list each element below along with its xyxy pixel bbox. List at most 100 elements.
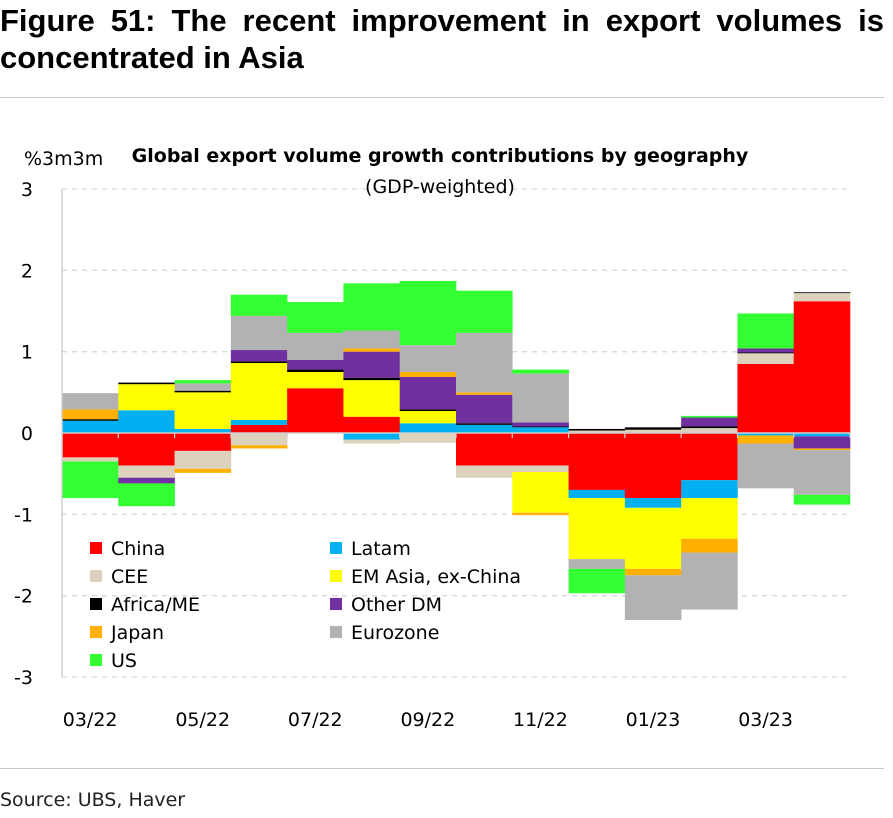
legend-label: EM Asia, ex-China	[351, 566, 521, 588]
bar-segment-other-dm	[456, 394, 513, 424]
bar-segment-cee	[681, 428, 738, 433]
bar-segment-africa-me	[456, 423, 513, 425]
bar-segment-us	[174, 380, 232, 384]
bar-segment-latam	[624, 498, 682, 508]
bar-segment-japan	[343, 348, 401, 352]
legend-label: Latam	[351, 538, 411, 560]
bar-segment-other-dm	[737, 348, 795, 353]
bar-segment-eurozone	[681, 552, 738, 610]
bar-segment-china	[568, 433, 626, 490]
bar-segment-us	[118, 483, 175, 507]
bar-segment-us	[62, 461, 119, 499]
legend-swatch	[330, 542, 342, 554]
bar-segment-africa-me	[230, 361, 288, 364]
bar-segment-eurozone	[624, 575, 682, 621]
bar-segment-eurozone	[62, 393, 119, 410]
y-tick-label: 2	[21, 260, 33, 282]
bar-segment-japan	[230, 445, 288, 449]
bar-segment-china	[62, 433, 119, 458]
y-tick-label: 1	[21, 342, 33, 364]
legend-label: China	[111, 538, 165, 560]
x-tick-label: 09/22	[400, 709, 455, 731]
bar-segment-us	[568, 568, 626, 594]
bar-segment-eurozone	[399, 345, 457, 372]
y-tick-label: -1	[14, 504, 33, 526]
bar-segment-china	[456, 433, 513, 466]
bar-segment-eurozone	[512, 373, 569, 423]
bar-segment-africa-me	[624, 427, 682, 430]
bar-segment-japan	[737, 435, 795, 444]
bar-segment-em-asia-ex-china	[568, 498, 626, 560]
bar-segment-africa-me	[174, 390, 232, 393]
bar-segment-eurozone	[174, 383, 232, 391]
legend-swatch	[90, 570, 102, 582]
bar-segment-us	[737, 313, 795, 349]
bar-segment-china	[118, 433, 175, 466]
legend-label: Eurozone	[351, 622, 439, 644]
bar-segment-other-dm	[512, 422, 569, 427]
y-axis-label: %3m3m	[24, 148, 103, 170]
bar-segment-em-asia-ex-china	[399, 411, 457, 424]
bar-segment-other-dm	[118, 477, 175, 484]
bar-segment-cee	[230, 433, 288, 446]
bar-segment-japan	[456, 392, 513, 395]
bar-segment-latam	[793, 433, 851, 437]
bar-segment-em-asia-ex-china	[230, 363, 288, 420]
x-tick-labels: 03/22 05/22 07/22 09/22 11/22 01/23 03/23	[63, 709, 793, 731]
bar-segment-cee	[624, 429, 682, 433]
bar-segment-africa-me	[343, 377, 401, 381]
bar-segment-us	[399, 280, 457, 346]
bar-segment-china	[230, 424, 288, 433]
bar-segment-eurozone	[737, 443, 795, 489]
bar-segment-eurozone	[456, 332, 513, 393]
y-tick-label: 0	[21, 423, 33, 445]
bar-segment-us	[681, 415, 738, 418]
bar-segment-china	[512, 433, 569, 466]
bar-segment-cee	[456, 465, 513, 478]
figure-title: Figure 51: The recent improvement in exp…	[0, 3, 884, 75]
bar-segment-japan	[624, 568, 682, 576]
x-tick-label: 05/22	[175, 709, 230, 731]
bar-segment-latam	[230, 419, 288, 425]
bar-segment-other-dm	[399, 376, 457, 410]
bar-segment-us	[287, 302, 344, 333]
bar-segment-china	[793, 301, 851, 433]
bar-segment-africa-me	[62, 419, 119, 421]
bar-segment-em-asia-ex-china	[681, 498, 738, 539]
bar-segment-latam	[174, 428, 232, 433]
bar-segment-japan	[174, 468, 232, 473]
bars	[62, 280, 851, 621]
bar-segment-china	[681, 433, 738, 481]
bar-segment-latam	[681, 480, 738, 499]
bottom-divider	[0, 768, 884, 769]
bar-segment-japan	[62, 409, 119, 420]
bar-segment-china	[343, 416, 401, 433]
x-tick-label: 03/22	[63, 709, 118, 731]
bar-segment-us	[793, 494, 851, 505]
bar-segment-latam	[343, 433, 401, 440]
bar-segment-other-dm	[343, 351, 401, 378]
y-tick-label: -2	[14, 586, 33, 608]
bar-segment-latam	[568, 489, 626, 499]
bar-segment-japan	[681, 538, 738, 553]
y-tick-label: -3	[14, 667, 33, 689]
bar-segment-africa-me	[118, 382, 175, 385]
bar-segment-eurozone	[343, 330, 401, 349]
legend-label: Other DM	[351, 594, 442, 616]
bar-segment-cee	[343, 439, 401, 444]
bar-segment-us	[512, 369, 569, 374]
bar-segment-africa-me	[737, 352, 795, 354]
legend-label: Japan	[110, 622, 164, 644]
bar-segment-em-asia-ex-china	[118, 384, 175, 411]
bar-segment-china	[174, 433, 232, 451]
bar-segment-africa-me	[287, 369, 344, 372]
legend-swatch	[330, 570, 342, 582]
bar-segment-us	[456, 290, 513, 333]
legend-swatch	[330, 626, 342, 638]
chart-title: Global export volume growth contribution…	[132, 145, 749, 167]
bar-segment-cee	[568, 430, 626, 433]
source-note: Source: UBS, Haver	[0, 789, 186, 811]
top-divider	[0, 97, 884, 98]
bar-segment-latam	[512, 427, 569, 433]
